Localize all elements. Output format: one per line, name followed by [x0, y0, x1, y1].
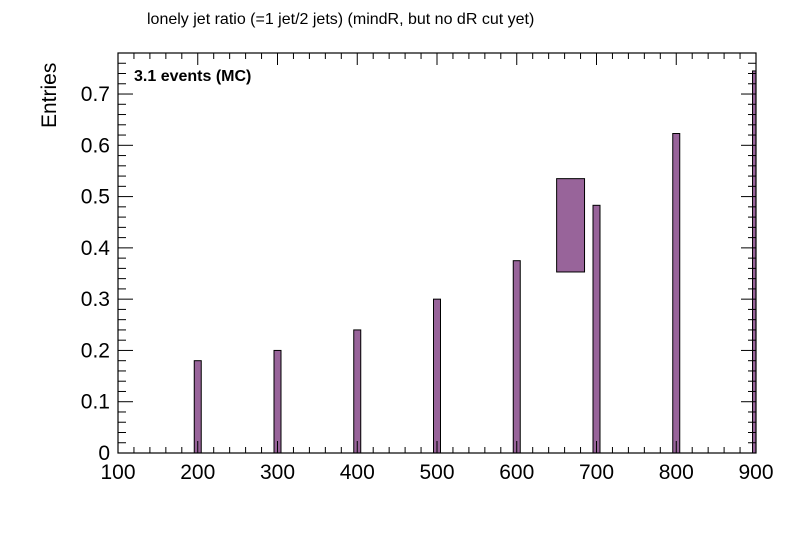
- bar-500: [433, 298, 441, 454]
- chart-title: lonely jet ratio (=1 jet/2 jets) (mindR,…: [147, 11, 534, 28]
- x-tick-label-100: 100: [100, 461, 135, 484]
- bar-300: [273, 349, 282, 454]
- x-tick-label-200: 200: [180, 461, 215, 484]
- x-tick-label-500: 500: [419, 461, 454, 484]
- y-tick-label-0.4: 0.4: [81, 237, 111, 260]
- x-tick-label-900: 900: [738, 461, 773, 484]
- x-tick-label-300: 300: [260, 461, 295, 484]
- bar-200: [193, 360, 202, 454]
- bar-400: [353, 329, 362, 454]
- x-tick-label-700: 700: [579, 461, 614, 484]
- y-tick-label-0.2: 0.2: [81, 339, 110, 362]
- plot-area: 100 200 300 400 500 600 700 800 900 0 0.1 0.2 0.3 0.4…: [81, 52, 774, 484]
- x-tick-label-800: 800: [659, 461, 694, 484]
- x-tick-label-400: 400: [340, 461, 375, 484]
- y-tick-label-0.6: 0.6: [81, 134, 110, 157]
- y-tick-label-0.5: 0.5: [81, 186, 110, 209]
- error-box-0: [556, 178, 586, 273]
- bar-800: [672, 133, 681, 454]
- y-tick-label-0: 0: [98, 442, 110, 465]
- y-tick-label-0.1: 0.1: [81, 391, 110, 414]
- x-tick-label-600: 600: [499, 461, 534, 484]
- y-tick-label-0.3: 0.3: [81, 288, 110, 311]
- y-axis-label: Entries: [38, 63, 61, 128]
- events-annotation: 3.1 events (MC): [134, 68, 251, 85]
- y-tick-label-0.7: 0.7: [81, 83, 110, 106]
- bar-600: [512, 260, 521, 454]
- bar-700: [592, 204, 601, 454]
